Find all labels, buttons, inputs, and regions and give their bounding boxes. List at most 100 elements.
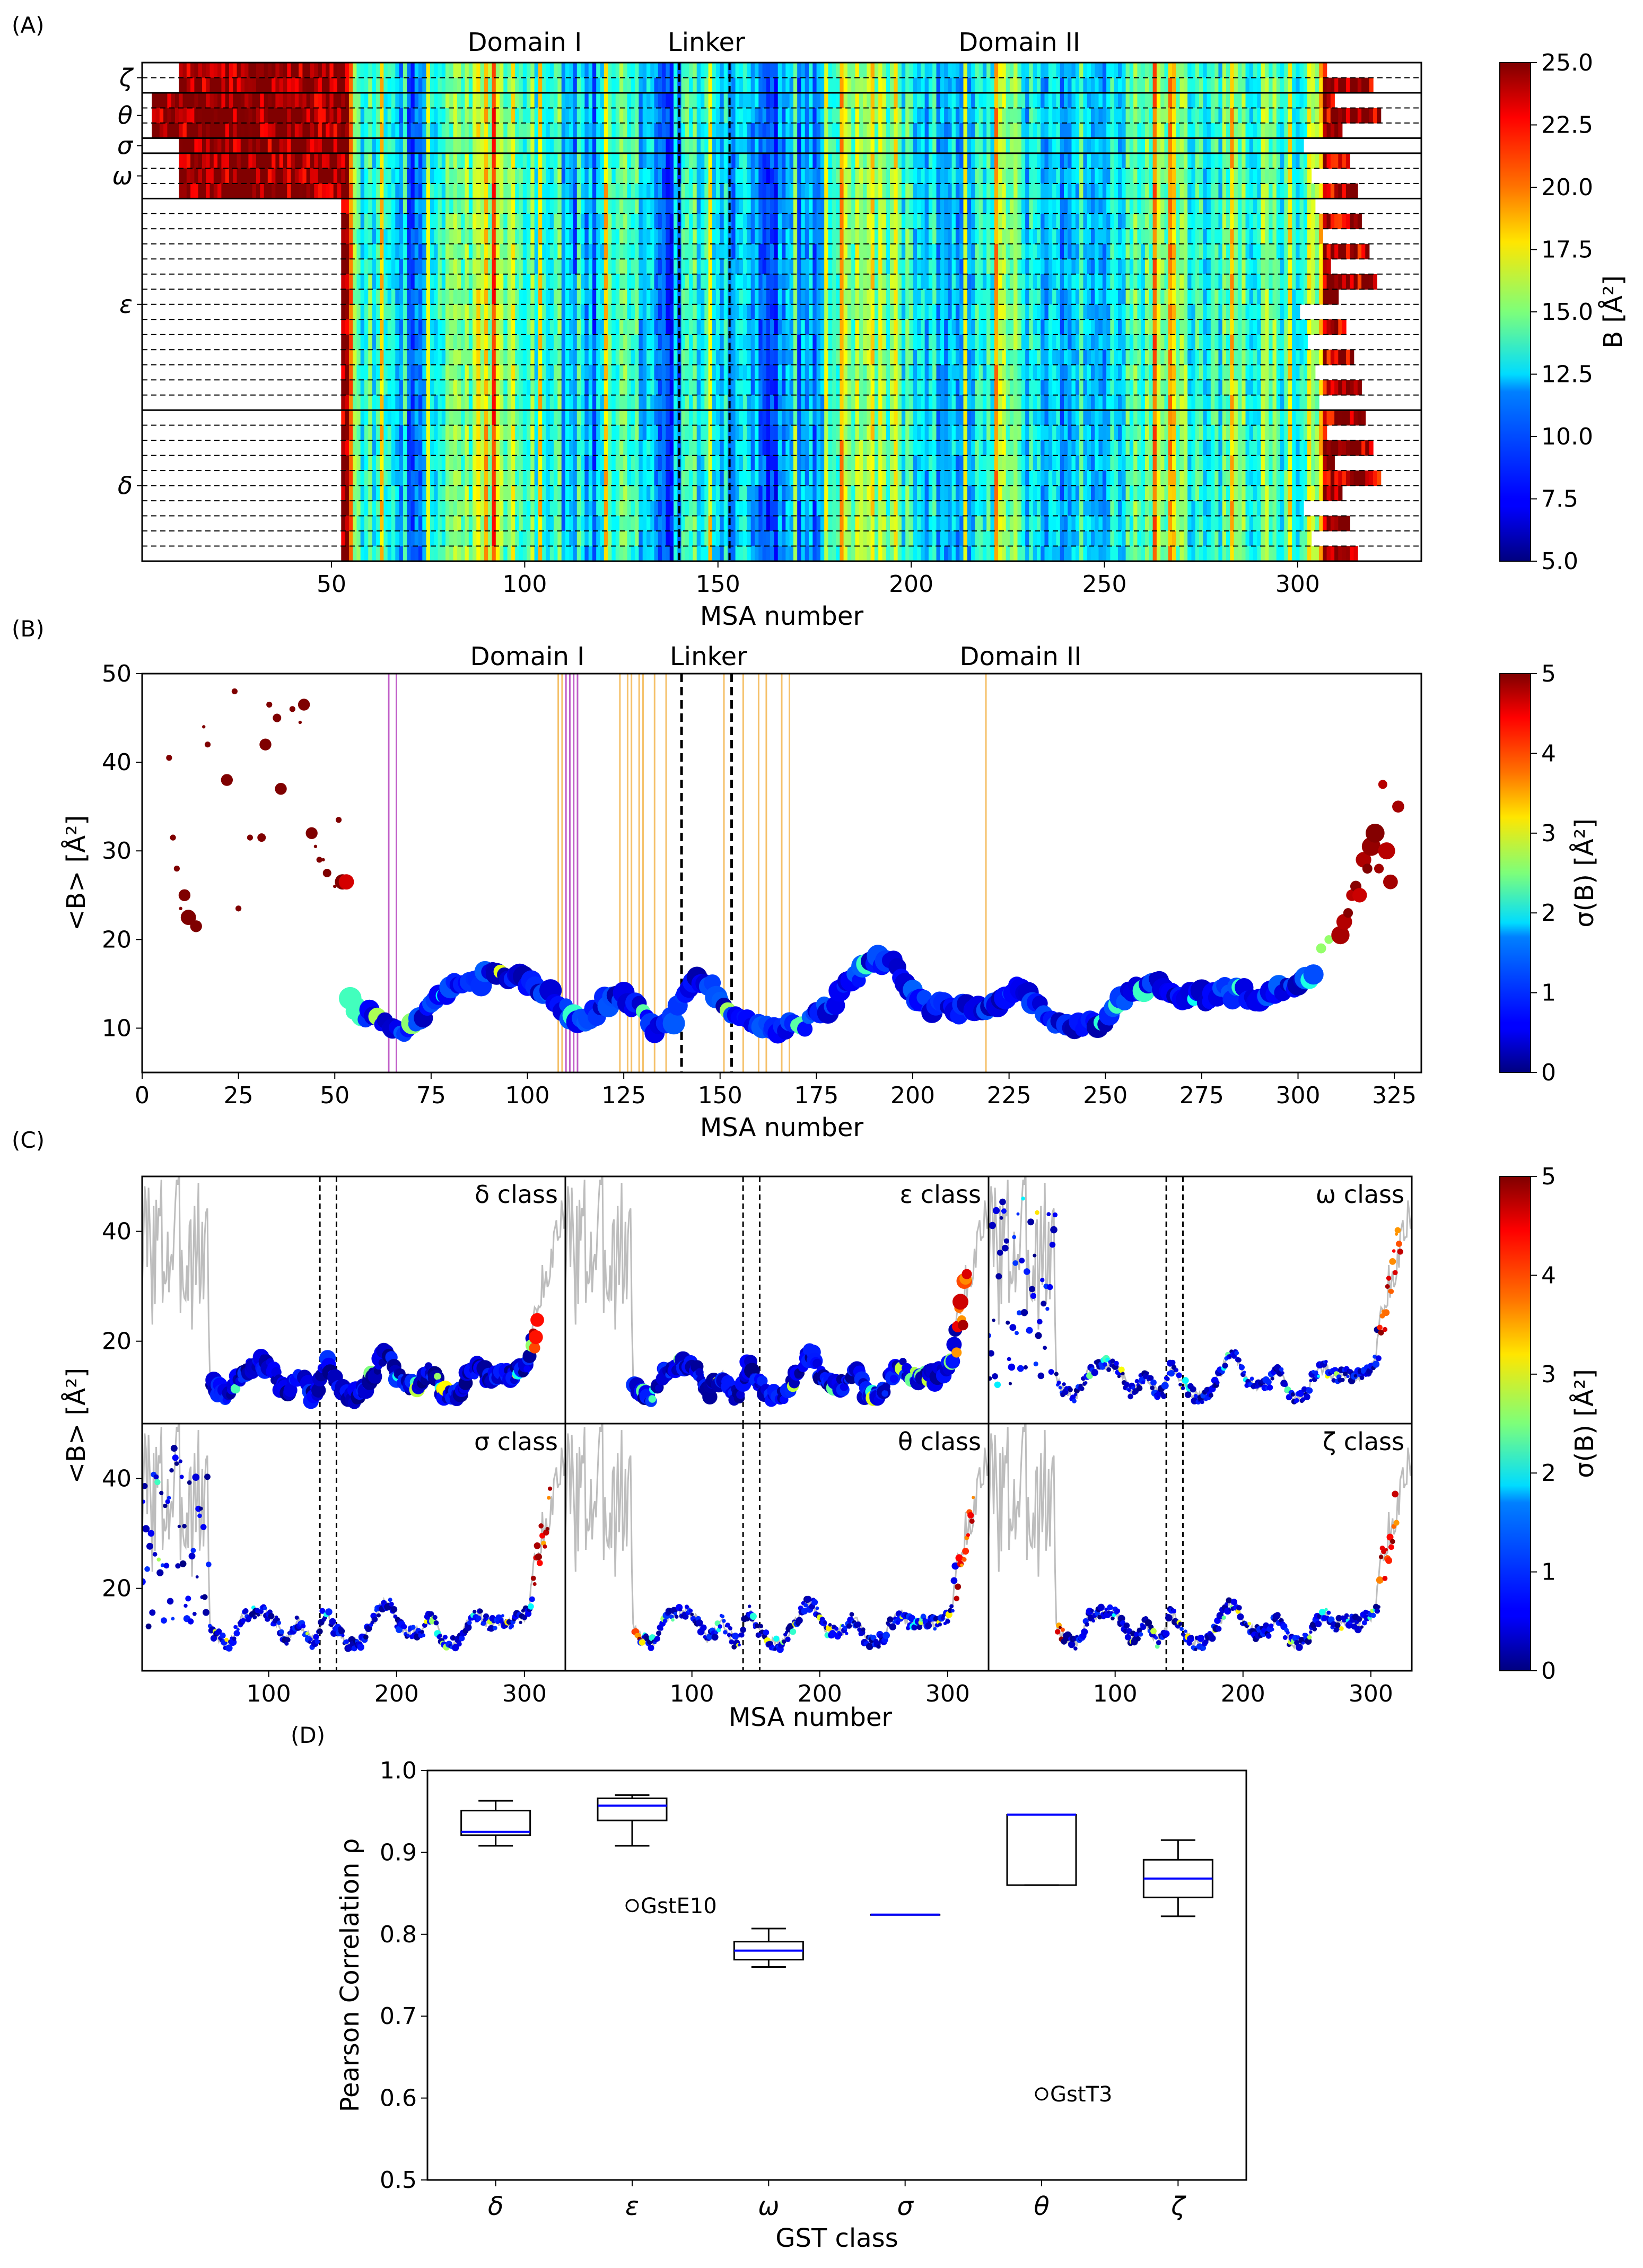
heatmap-cell	[457, 259, 461, 275]
heatmap-cell	[175, 108, 180, 124]
heatmap-cell	[1222, 213, 1227, 229]
heatmap-cell	[503, 213, 508, 229]
heatmap-cell	[1257, 123, 1262, 138]
heatmap-cell	[978, 289, 983, 305]
heatmap-cell	[1242, 77, 1246, 93]
heatmap-cell	[936, 198, 941, 214]
heatmap-cell	[689, 319, 694, 335]
heatmap-cell	[951, 77, 956, 93]
heatmap-cell	[368, 138, 373, 154]
heatmap-cell	[1234, 274, 1238, 290]
heatmap-cell	[1284, 183, 1289, 199]
heatmap-cell	[1257, 138, 1262, 154]
heatmap-cell	[967, 289, 972, 305]
heatmap-cell	[882, 213, 887, 229]
heatmap-cell	[1303, 123, 1308, 138]
heatmap-cell	[1326, 259, 1331, 275]
heatmap-cell	[1269, 183, 1273, 199]
heatmap-cell	[576, 243, 581, 259]
heatmap-cell	[503, 229, 508, 245]
heatmap-cell	[828, 198, 833, 214]
heatmap-cell	[337, 138, 342, 154]
heatmap-cell	[604, 168, 608, 184]
heatmap-cell	[152, 108, 156, 124]
heatmap-cell	[202, 77, 207, 93]
heatmap-cell	[345, 77, 349, 93]
heatmap-cell	[403, 243, 407, 259]
heatmap-cell	[611, 77, 616, 93]
heatmap-cell	[1017, 63, 1022, 78]
heatmap-cell	[1071, 213, 1076, 229]
heatmap-cell	[870, 138, 875, 154]
heatmap-cell	[963, 77, 968, 93]
heatmap-cell	[484, 153, 488, 169]
heatmap-cell	[488, 304, 493, 320]
heatmap-cell	[1145, 229, 1150, 245]
heatmap-cell	[549, 213, 554, 229]
heatmap-cell	[500, 304, 504, 320]
heatmap-cell	[905, 213, 910, 229]
heatmap-cell	[353, 213, 357, 229]
heatmap-cell	[878, 168, 883, 184]
heatmap-cell	[998, 108, 1003, 124]
heatmap-cell	[1318, 63, 1323, 78]
heatmap-cell	[851, 63, 856, 78]
heatmap-cell	[1257, 63, 1262, 78]
heatmap-cell	[1164, 108, 1169, 124]
heatmap-cell	[500, 274, 504, 290]
heatmap-cell	[209, 168, 214, 184]
heatmap-cell	[990, 138, 995, 154]
heatmap-cell	[878, 123, 883, 138]
heatmap-cell	[1068, 183, 1072, 199]
heatmap-cell	[294, 183, 299, 199]
heatmap-cell	[743, 183, 748, 199]
heatmap-cell	[990, 123, 995, 138]
heatmap-cell	[430, 229, 434, 245]
heatmap-cell	[1230, 289, 1235, 305]
heatmap-cell	[484, 138, 488, 154]
heatmap-cell	[986, 153, 991, 169]
heatmap-cell	[940, 259, 945, 275]
heatmap-cell	[1191, 63, 1196, 78]
heatmap-cell	[1002, 138, 1007, 154]
heatmap-cell	[449, 93, 454, 109]
heatmap-cell	[1137, 153, 1142, 169]
heatmap-cell	[321, 153, 326, 169]
heatmap-cell	[701, 77, 705, 93]
heatmap-cell	[414, 63, 419, 78]
heatmap-cell	[426, 213, 431, 229]
heatmap-cell	[1234, 259, 1238, 275]
heatmap-cell	[1234, 229, 1238, 245]
heatmap-cell	[341, 63, 346, 78]
heatmap-cell	[1156, 198, 1161, 214]
heatmap-cell	[639, 229, 643, 245]
heatmap-cell	[1264, 138, 1269, 154]
heatmap-cell	[345, 243, 349, 259]
heatmap-cell	[762, 93, 767, 109]
heatmap-cell	[356, 274, 361, 290]
heatmap-cell	[1037, 168, 1042, 184]
heatmap-cell	[1098, 108, 1103, 124]
heatmap-cell	[658, 213, 662, 229]
heatmap-cell	[445, 123, 450, 138]
heatmap-cell	[549, 108, 554, 124]
heatmap-cell	[982, 138, 987, 154]
heatmap-cell	[310, 138, 315, 154]
heatmap-cell	[1222, 108, 1227, 124]
heatmap-cell	[716, 229, 721, 245]
heatmap-cell	[1214, 274, 1219, 290]
heatmap-cell	[1133, 77, 1138, 93]
heatmap-cell	[1160, 168, 1165, 184]
heatmap-cell	[812, 168, 817, 184]
heatmap-cell	[793, 304, 798, 320]
heatmap-cell	[326, 63, 330, 78]
heatmap-cell	[646, 153, 651, 169]
heatmap-cell	[901, 183, 906, 199]
heatmap-cell	[476, 123, 481, 138]
heatmap-cell	[1149, 183, 1153, 199]
heatmap-cell	[619, 93, 624, 109]
heatmap-cell	[1152, 304, 1157, 320]
heatmap-cell	[287, 168, 292, 184]
heatmap-cell	[299, 138, 303, 154]
heatmap-cell	[1218, 93, 1223, 109]
